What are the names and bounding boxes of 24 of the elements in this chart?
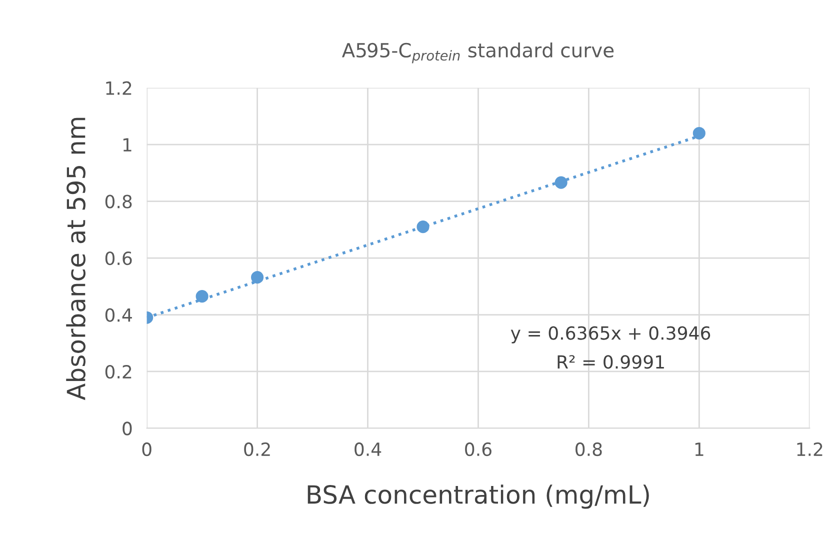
point bbox=[251, 271, 264, 284]
x-tick-label: 0.2 bbox=[244, 442, 270, 456]
x-tick-label: 1 bbox=[695, 442, 704, 456]
annotation: y = 0.6365x + 0.3946 bbox=[510, 326, 710, 344]
y-tick-label: 1 bbox=[123, 138, 132, 152]
y-tick-label: 0.8 bbox=[105, 194, 132, 208]
x-tick-label: 0.6 bbox=[465, 442, 492, 456]
point bbox=[196, 290, 208, 303]
y-tick-label: 0.4 bbox=[105, 308, 132, 322]
y-tick-label: 0.2 bbox=[105, 364, 132, 379]
annotation: R² = 0.9991 bbox=[558, 355, 664, 369]
y-tick-label: 0.6 bbox=[105, 251, 132, 266]
chart-title: A595-C$_{protein}$ standard curve bbox=[342, 42, 614, 64]
point bbox=[692, 126, 706, 140]
x-axis-title: BSA concentration (mg/mL) bbox=[308, 484, 649, 509]
y-axis-title: Absorbance at 595 nm bbox=[66, 118, 86, 400]
y-tick-label: 1.2 bbox=[106, 81, 132, 95]
x-tick-label: 0.4 bbox=[354, 442, 382, 456]
y-tick-label: 0 bbox=[122, 422, 132, 436]
x-tick-label: 0.8 bbox=[576, 442, 602, 456]
point bbox=[554, 176, 568, 189]
point bbox=[416, 220, 430, 234]
x-tick-label: 1.2 bbox=[797, 442, 822, 456]
x-tick-label: 0 bbox=[142, 442, 152, 456]
